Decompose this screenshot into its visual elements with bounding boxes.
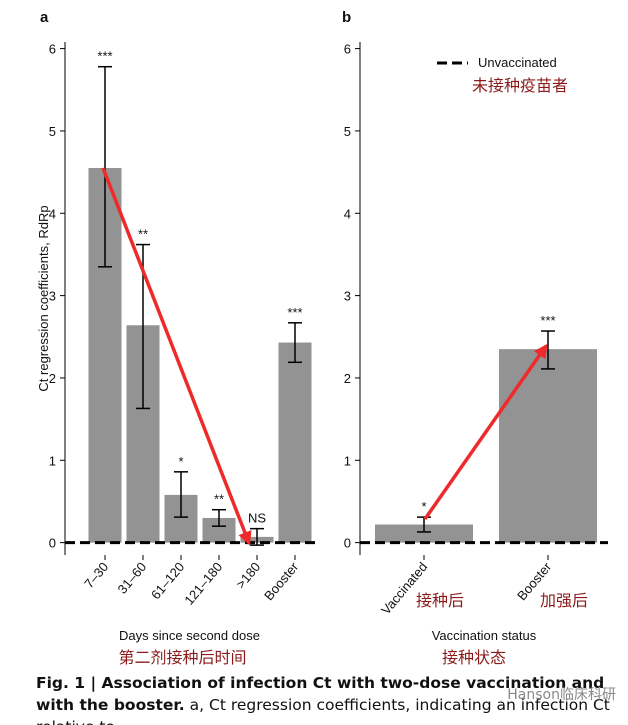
panel-label: b: [342, 9, 351, 26]
significance-label: ***: [97, 49, 112, 64]
significance-label: ***: [540, 313, 555, 328]
arrow: [423, 343, 548, 521]
y-tick-label: 2: [344, 371, 351, 386]
bar: [278, 342, 312, 543]
y-tick-label: 6: [49, 42, 56, 57]
y-tick-label: 2: [49, 371, 56, 386]
bar: [499, 349, 597, 543]
y-tick-label: 6: [344, 42, 351, 57]
chart: a 0 1 2 3 4 5 6 Ct regression coefficients, RdRp…: [36, 9, 608, 667]
x-tick-label-cn: 加强后: [540, 591, 588, 610]
y-tick-label: 5: [344, 124, 351, 139]
significance-label: NS: [248, 511, 266, 526]
x-tick-label-cn: 接种后: [416, 591, 464, 610]
x-axis-label-cn: 接种状态: [442, 648, 506, 667]
y-axis-label: Ct regression coefficients, RdRp: [36, 205, 51, 391]
legend-label-cn: 未接种疫苗者: [472, 76, 568, 95]
x-axis-label: Vaccination status: [432, 628, 537, 643]
significance-label: ***: [287, 305, 302, 320]
y-tick-label: 4: [344, 206, 351, 221]
x-tick-label: 31–60: [115, 559, 150, 596]
significance-label: **: [214, 492, 224, 507]
x-tick-label: >180: [233, 559, 263, 591]
significance-label: **: [138, 227, 148, 242]
x-axis-label-cn: 第二剂接种后时间: [118, 648, 246, 667]
x-tick-label: 121–180: [181, 559, 225, 607]
x-tick-label: 61–120: [148, 559, 187, 602]
y-tick-label: 3: [49, 289, 56, 304]
caption-text: a, Ct regression coefficients, indicatin…: [36, 696, 610, 725]
y-tick-label: 4: [49, 206, 56, 221]
caption: Fig. 1 | Association of infection Ct wit…: [36, 672, 616, 725]
y-tick-label: 0: [344, 536, 351, 551]
y-tick-label: 3: [344, 289, 351, 304]
bar: [375, 524, 473, 543]
y-tick-label: 1: [344, 453, 351, 468]
y-tick-label: 5: [49, 124, 56, 139]
panel-label: a: [40, 9, 49, 26]
arrow: [101, 167, 252, 546]
y-tick-label: 1: [49, 453, 56, 468]
significance-label: *: [178, 454, 183, 469]
x-axis-label: Days since second dose: [119, 628, 260, 643]
x-tick-label: 7–30: [81, 559, 111, 591]
x-tick-label: Booster: [261, 559, 302, 603]
significance-label: *: [421, 499, 426, 514]
legend-label: Unvaccinated: [478, 55, 557, 70]
caption-bold: Fig. 1 | Association of infection Ct wit…: [36, 674, 605, 714]
watermark: Hanson临床科研: [507, 687, 616, 703]
y-tick-label: 0: [49, 536, 56, 551]
